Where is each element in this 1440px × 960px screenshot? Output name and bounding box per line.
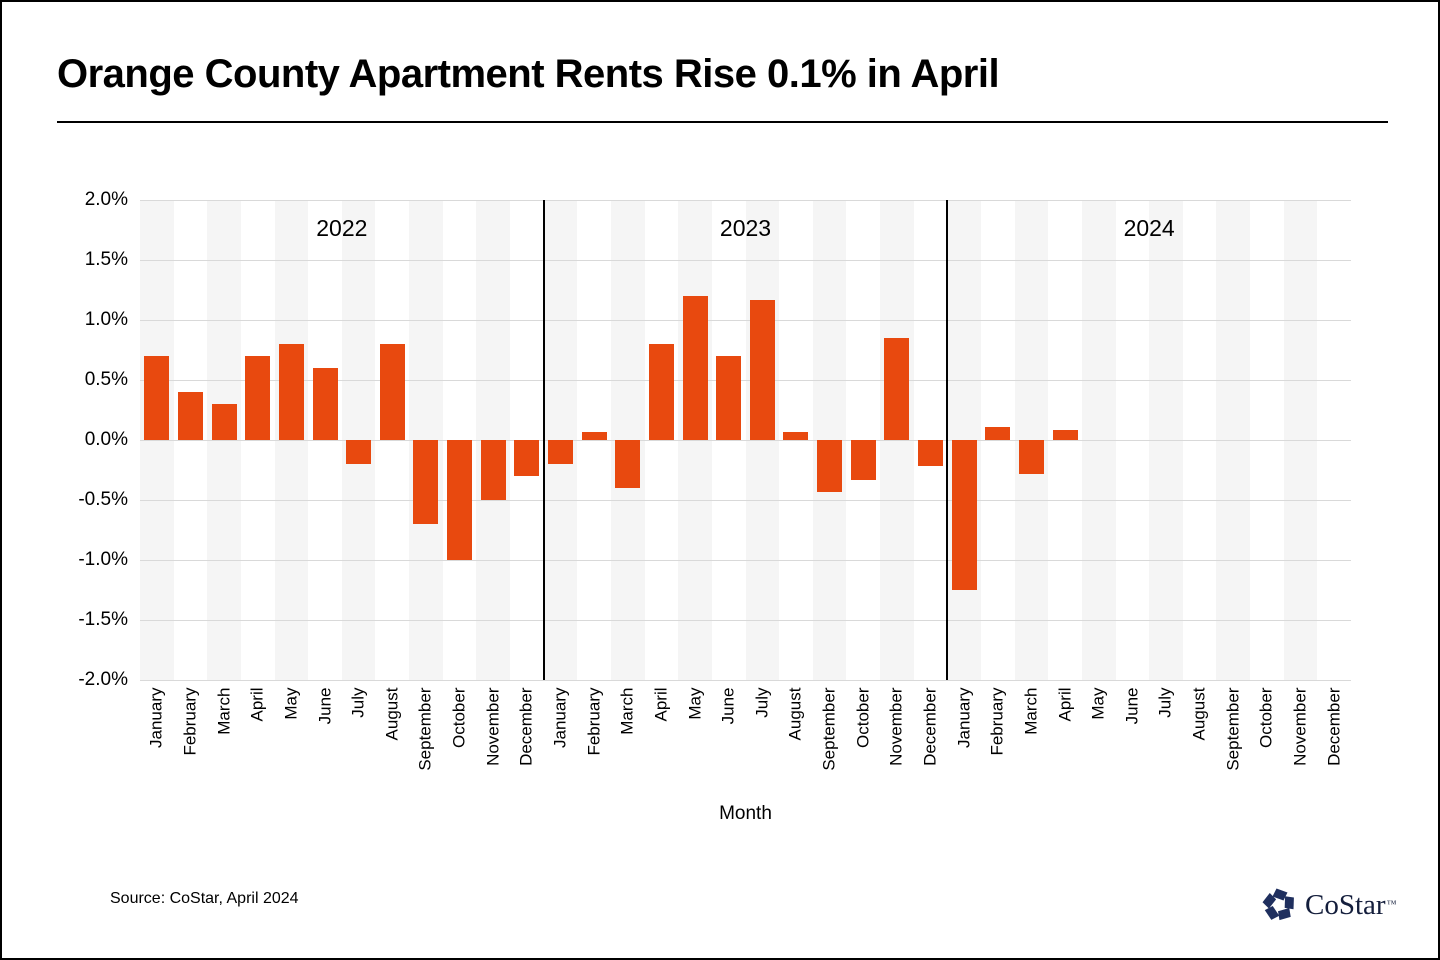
month-tick-label: January <box>954 687 974 748</box>
gridline <box>140 200 1351 201</box>
month-tick-label: September <box>1223 687 1243 771</box>
bar <box>144 356 170 440</box>
month-tick-label: October <box>1256 687 1276 748</box>
y-tick-label: 1.5% <box>84 249 128 270</box>
month-tick-label: January <box>550 687 570 748</box>
month-tick-label: August <box>785 687 805 741</box>
bar <box>884 338 910 440</box>
bar <box>1018 440 1044 474</box>
year-separator <box>946 200 949 680</box>
y-tick-label: 2.0% <box>84 189 128 210</box>
gridline <box>140 260 1351 261</box>
bar <box>312 368 338 440</box>
bar <box>379 344 405 440</box>
bar <box>346 440 372 464</box>
y-tick-label: 0.5% <box>84 369 128 390</box>
costar-logo: CoStar™ <box>1260 886 1396 924</box>
bar <box>817 440 843 492</box>
gridline <box>140 440 1351 441</box>
bar <box>783 431 809 440</box>
bar <box>985 426 1011 440</box>
year-label: 2022 <box>316 215 368 241</box>
year-label: 2023 <box>719 215 772 241</box>
bar <box>749 299 775 440</box>
month-tick-label: November <box>886 687 906 766</box>
month-tick-label: December <box>920 687 940 766</box>
month-tick-label: February <box>987 687 1007 756</box>
month-tick-label: May <box>281 687 301 720</box>
month-tick-label: July <box>752 687 772 718</box>
month-tick-label: September <box>819 687 839 771</box>
month-tick-label: October <box>853 687 873 748</box>
month-tick-label: June <box>718 687 738 725</box>
month-tick-label: November <box>483 687 503 766</box>
bar <box>1052 430 1078 440</box>
gridline <box>140 320 1351 321</box>
month-tick-label: June <box>315 687 334 725</box>
y-tick-label: -1.5% <box>78 609 128 630</box>
bar <box>480 440 506 500</box>
gridline <box>140 500 1351 501</box>
month-tick-label: August <box>382 687 402 741</box>
month-tick-label: June <box>1122 687 1142 725</box>
month-tick-label: April <box>651 687 671 722</box>
month-tick-label: March <box>214 687 234 735</box>
month-tick-label: July <box>1155 687 1175 718</box>
month-tick-label: March <box>1021 687 1041 735</box>
trademark-symbol: ™ <box>1386 899 1397 911</box>
y-tick-label: 1.0% <box>84 309 128 330</box>
bar <box>413 440 439 524</box>
month-tick-label: July <box>348 687 368 718</box>
month-tick-label: December <box>516 687 536 766</box>
costar-logo-text: CoStar™ <box>1305 888 1397 921</box>
bar <box>245 356 271 440</box>
bar <box>514 440 540 476</box>
bar <box>951 440 977 590</box>
month-tick-label: April <box>1055 687 1075 722</box>
gridline <box>140 620 1351 621</box>
month-tick-label: August <box>1189 687 1209 741</box>
bar <box>547 440 573 464</box>
bar <box>682 296 708 440</box>
year-label: 2024 <box>1123 215 1175 241</box>
bar <box>716 356 742 440</box>
x-axis-title: Month <box>719 803 772 824</box>
month-tick-label: January <box>146 687 166 748</box>
y-tick-label: -1.0% <box>78 549 128 570</box>
month-tick-label: February <box>584 687 604 756</box>
bar <box>447 440 473 560</box>
costar-pinwheel-icon <box>1262 888 1294 921</box>
bar <box>918 440 943 467</box>
month-tick-label: September <box>415 687 435 771</box>
gridline <box>140 560 1351 561</box>
bar <box>850 440 876 480</box>
y-tick-label: 0.0% <box>84 429 128 450</box>
month-tick-label: October <box>449 687 469 748</box>
month-tick-label: March <box>617 687 637 735</box>
month-tick-label: December <box>1324 687 1344 766</box>
bar <box>211 404 237 440</box>
month-tick-label: May <box>685 687 705 720</box>
bar <box>648 344 674 440</box>
month-tick-label: November <box>1290 687 1310 766</box>
year-separator <box>542 200 545 680</box>
month-tick-label: February <box>180 687 200 756</box>
month-tick-label: April <box>247 687 267 722</box>
page-title: Orange County Apartment Rents Rise 0.1% … <box>57 52 1000 96</box>
bar <box>615 440 641 488</box>
title-divider <box>57 121 1388 123</box>
month-tick-label: May <box>1088 687 1108 720</box>
bar <box>177 392 203 440</box>
source-note: Source: CoStar, April 2024 <box>110 890 299 907</box>
bar <box>278 344 304 440</box>
y-tick-label: -2.0% <box>78 669 128 690</box>
bar <box>581 431 607 440</box>
gridline <box>140 380 1351 381</box>
y-tick-label: -0.5% <box>78 489 128 510</box>
gridline <box>140 680 1351 681</box>
